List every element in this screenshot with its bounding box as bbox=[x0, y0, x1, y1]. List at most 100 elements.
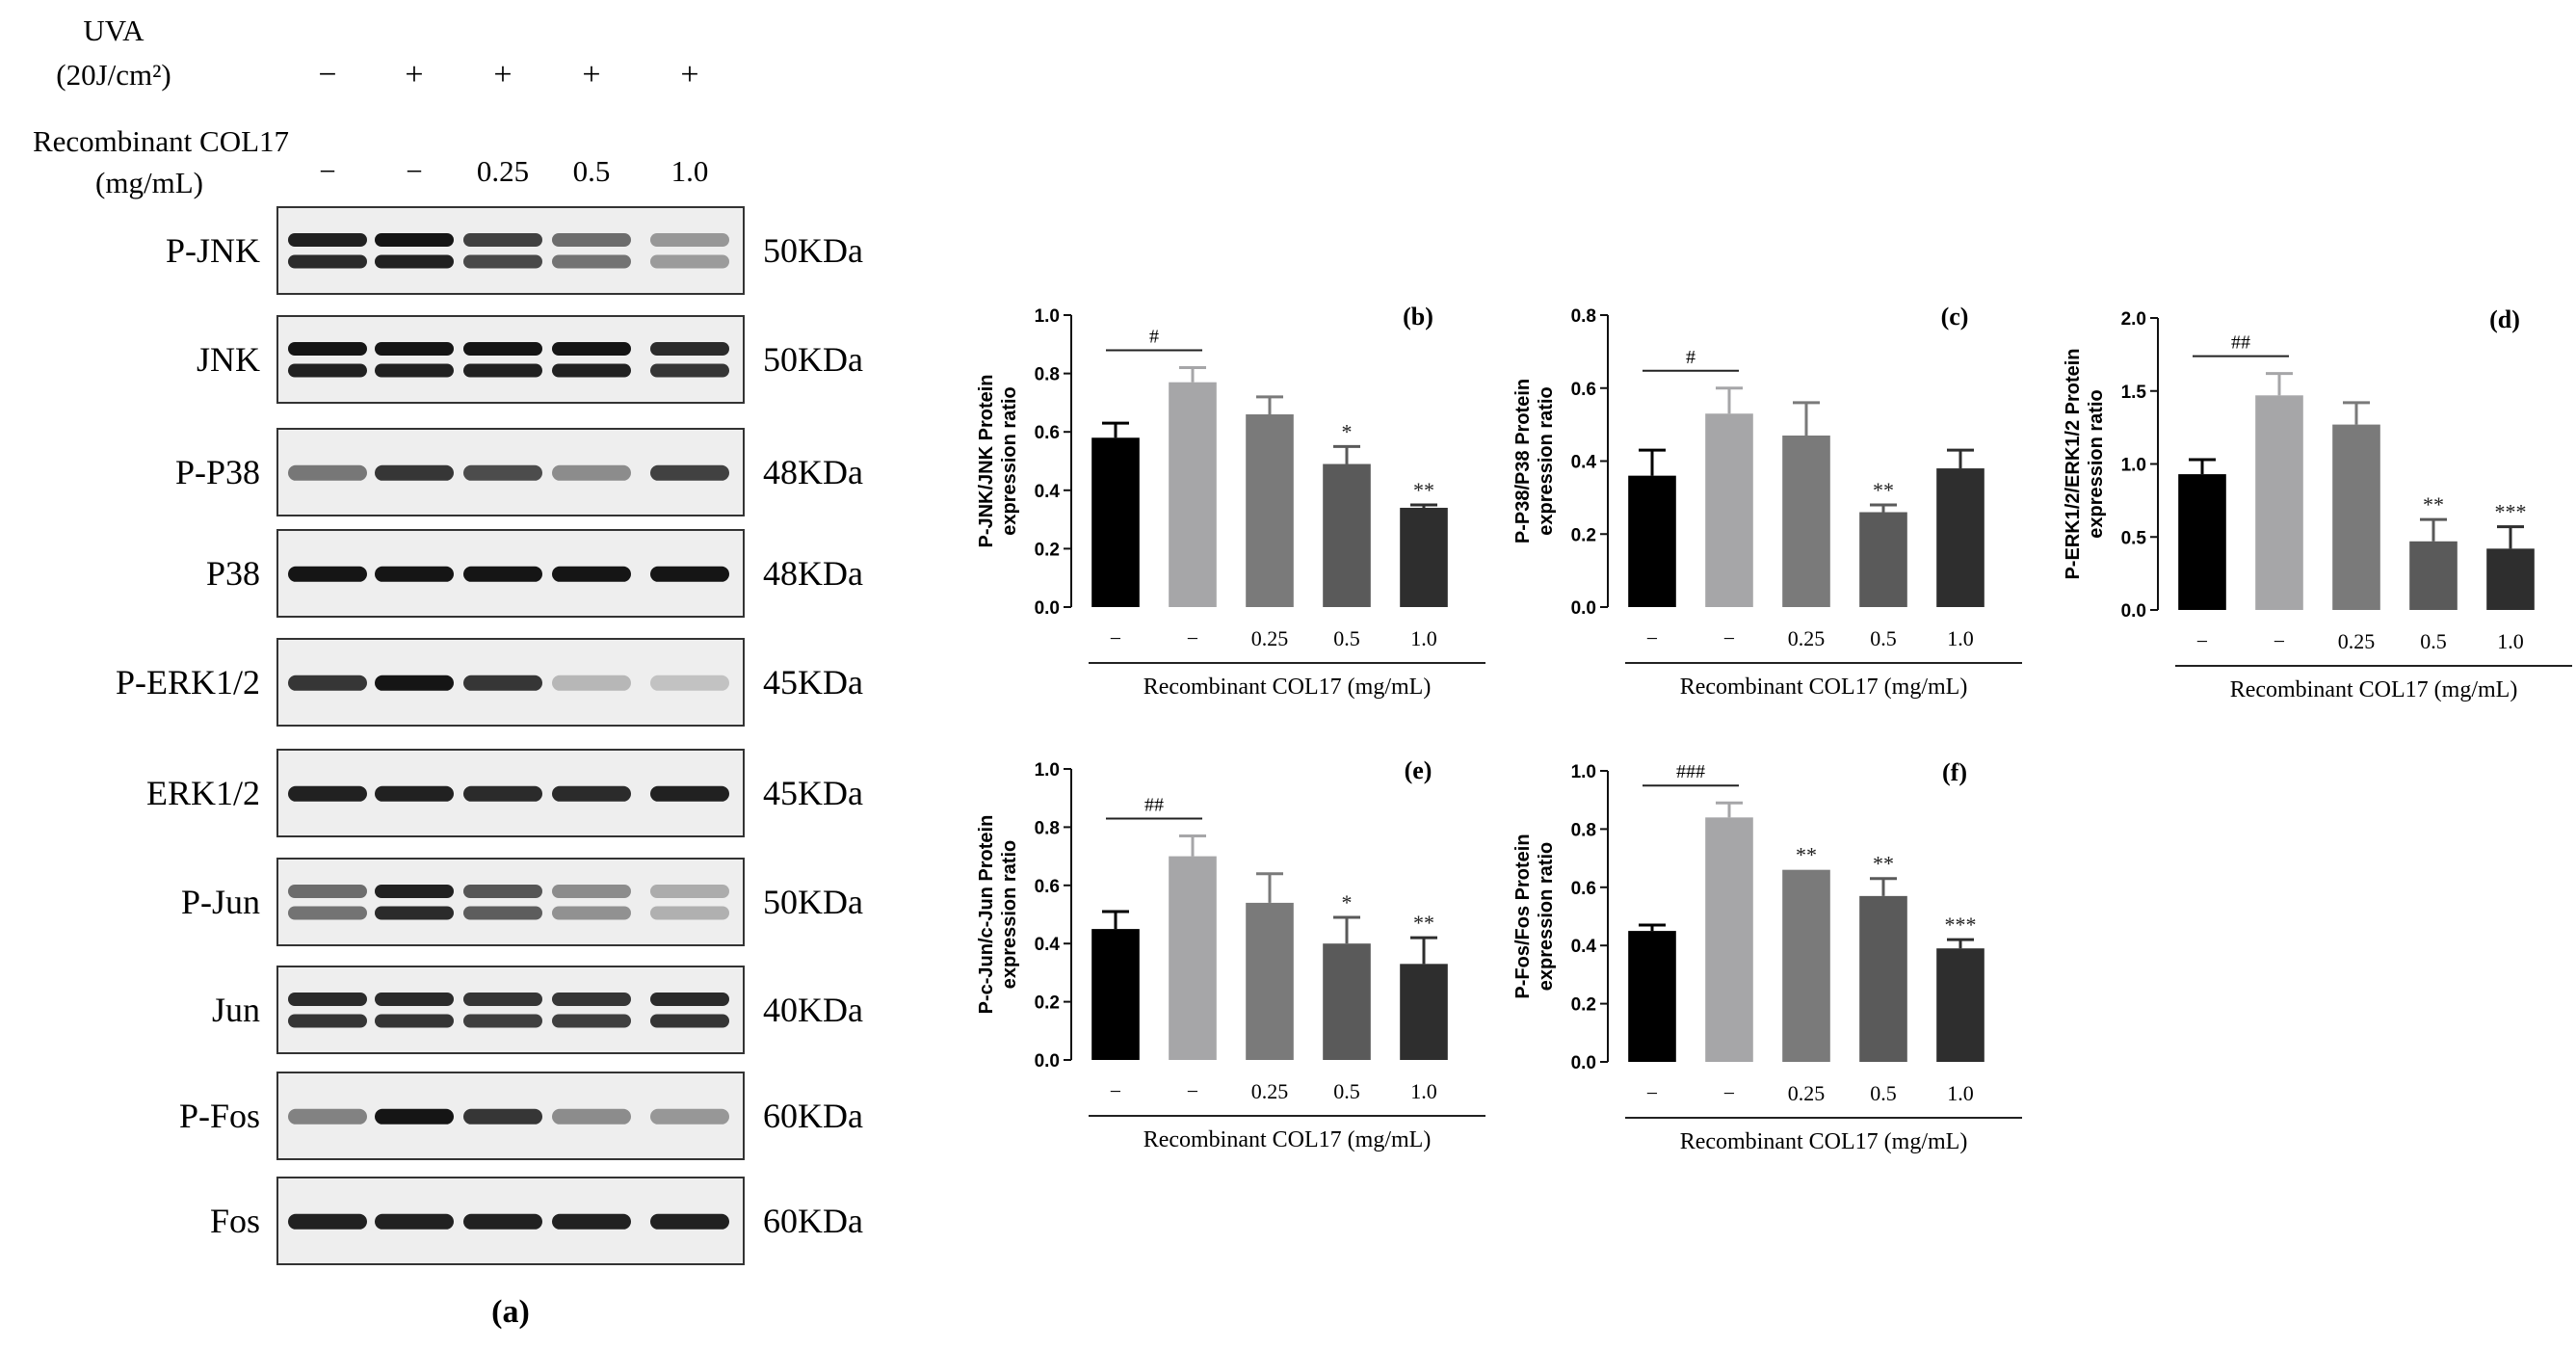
blot-band bbox=[375, 675, 454, 691]
blot-band bbox=[650, 785, 729, 802]
blot-band bbox=[288, 675, 367, 691]
blot-band bbox=[650, 885, 729, 898]
blot-band bbox=[650, 566, 729, 582]
x-axis-label: Recombinant COL17 (mg/mL) bbox=[1680, 675, 1968, 700]
chart-d: 0.0 0.5 1.0 1.5 2.0 P-ERK1/2/ERK1/2 Protein ex… bbox=[2063, 305, 2572, 702]
blot-protein-label: Fos bbox=[210, 1202, 260, 1240]
x-tick-label: 0.5 bbox=[1333, 626, 1360, 650]
uva-label: UVA bbox=[83, 13, 145, 47]
uva-treatment-row: − + + + + bbox=[318, 57, 698, 93]
y-tick-label: 0.6 bbox=[1035, 877, 1060, 897]
bar bbox=[1859, 512, 1907, 607]
blot-band bbox=[375, 906, 454, 920]
blot-strip-jun: Jun 40KDa bbox=[212, 966, 863, 1054]
bar bbox=[1782, 435, 1830, 607]
blot-band bbox=[288, 785, 367, 802]
y-axis-label: P-c-Jun/c-Jun Protein expression ratio bbox=[976, 815, 1020, 1015]
blot-strip-erk1-2: ERK1/2 45KDa bbox=[146, 749, 863, 837]
bar bbox=[1705, 817, 1753, 1062]
blot-band bbox=[463, 363, 542, 378]
blot-band bbox=[552, 254, 631, 269]
blot-band bbox=[288, 566, 367, 582]
blot-band bbox=[375, 342, 454, 356]
uva-dose-label: (20J/cm²) bbox=[56, 58, 171, 92]
col17-treatment-row: − − 0.25 0.5 1.0 bbox=[319, 154, 708, 188]
blot-strip-p-jnk: P-JNK 50KDa bbox=[166, 206, 863, 295]
y-tick-label: 0.0 bbox=[1571, 1053, 1596, 1073]
y-tick-label: 0.2 bbox=[1035, 993, 1060, 1014]
x-tick-label: 1.0 bbox=[1410, 1079, 1437, 1103]
x-tick-label: − bbox=[2274, 629, 2285, 653]
blot-band bbox=[375, 254, 454, 269]
x-tick-label: − bbox=[2196, 629, 2208, 653]
col17-unit-label: (mg/mL) bbox=[95, 166, 203, 199]
uva-treatment-1: − bbox=[318, 57, 336, 93]
significance-marker: ** bbox=[1413, 911, 1434, 935]
significance-marker: *** bbox=[1945, 913, 1977, 937]
x-tick-label: 0.25 bbox=[1788, 1081, 1826, 1105]
x-tick-label: 1.0 bbox=[1947, 1081, 1974, 1105]
blot-band bbox=[650, 254, 729, 269]
blot-band bbox=[463, 1108, 542, 1125]
y-tick-label: 0.0 bbox=[2121, 601, 2146, 622]
blot-protein-label: ERK1/2 bbox=[146, 774, 260, 812]
x-axis-label: Recombinant COL17 (mg/mL) bbox=[1143, 1127, 1432, 1152]
blot-band bbox=[375, 785, 454, 802]
bar bbox=[1169, 382, 1217, 607]
blot-band bbox=[375, 1108, 454, 1125]
blot-band bbox=[650, 363, 729, 378]
blot-size-label: 50KDa bbox=[763, 231, 863, 270]
blot-strip-p38: P38 48KDa bbox=[206, 529, 863, 618]
y-tick-label: 0.0 bbox=[1035, 1051, 1060, 1072]
uva-treatment-2: + bbox=[405, 57, 423, 93]
blot-band bbox=[375, 1014, 454, 1028]
col17-treatment-4: 0.5 bbox=[573, 154, 611, 188]
y-tick-label: 0.4 bbox=[1035, 935, 1061, 955]
blot-band bbox=[288, 906, 367, 920]
blot-band bbox=[552, 342, 631, 356]
y-axis-label: P-ERK1/2/ERK1/2 Protein expression ratio bbox=[2063, 348, 2107, 579]
bar bbox=[2332, 424, 2380, 610]
bar bbox=[2409, 541, 2458, 610]
bar bbox=[1859, 895, 1907, 1062]
x-axis-label: Recombinant COL17 (mg/mL) bbox=[2230, 677, 2518, 702]
blot-size-label: 40KDa bbox=[763, 991, 863, 1029]
x-tick-label: 1.0 bbox=[1947, 626, 1974, 650]
y-tick-label: 0.6 bbox=[1571, 380, 1596, 400]
blot-strip-jnk: JNK 50KDa bbox=[197, 315, 863, 404]
blot-protein-label: P-Jun bbox=[181, 883, 260, 921]
blot-band bbox=[650, 1213, 729, 1230]
bar bbox=[1323, 463, 1371, 607]
blot-band bbox=[463, 675, 542, 691]
blot-band bbox=[650, 464, 729, 481]
significance-marker: ** bbox=[1873, 478, 1894, 502]
x-tick-label: − bbox=[1646, 626, 1658, 650]
blot-band bbox=[288, 254, 367, 269]
blot-membrane bbox=[276, 966, 745, 1054]
bar bbox=[2486, 548, 2535, 610]
x-tick-label: 1.0 bbox=[2497, 629, 2524, 653]
comparison-label: # bbox=[1686, 347, 1695, 368]
y-axis-label: P-P38/P38 Protein expression ratio bbox=[1512, 379, 1557, 543]
significance-marker: ** bbox=[1873, 852, 1894, 876]
bar bbox=[1400, 964, 1448, 1060]
bar bbox=[1936, 948, 1985, 1062]
blot-band bbox=[552, 885, 631, 898]
blot-band bbox=[552, 1108, 631, 1125]
blot-protein-label: P-JNK bbox=[166, 231, 260, 270]
blot-size-label: 45KDa bbox=[763, 663, 863, 701]
comparison-label: # bbox=[1149, 327, 1159, 348]
blot-band bbox=[650, 233, 729, 247]
x-tick-label: 0.25 bbox=[1788, 626, 1826, 650]
bar bbox=[1323, 943, 1371, 1060]
blot-band bbox=[463, 993, 542, 1006]
bar bbox=[1782, 869, 1830, 1062]
chart-c: 0.0 0.2 0.4 0.6 0.8 P-P38/P38 Protein expressi… bbox=[1512, 303, 2022, 700]
western-blot-header: UVA (20J/cm²) Recombinant COL17 (mg/mL) … bbox=[33, 13, 708, 199]
blot-protein-label: P-ERK1/2 bbox=[116, 663, 260, 701]
blot-protein-label: P38 bbox=[206, 554, 260, 593]
x-axis-label: Recombinant COL17 (mg/mL) bbox=[1680, 1129, 1968, 1154]
y-tick-label: 0.2 bbox=[1571, 525, 1596, 545]
blot-band bbox=[463, 566, 542, 582]
